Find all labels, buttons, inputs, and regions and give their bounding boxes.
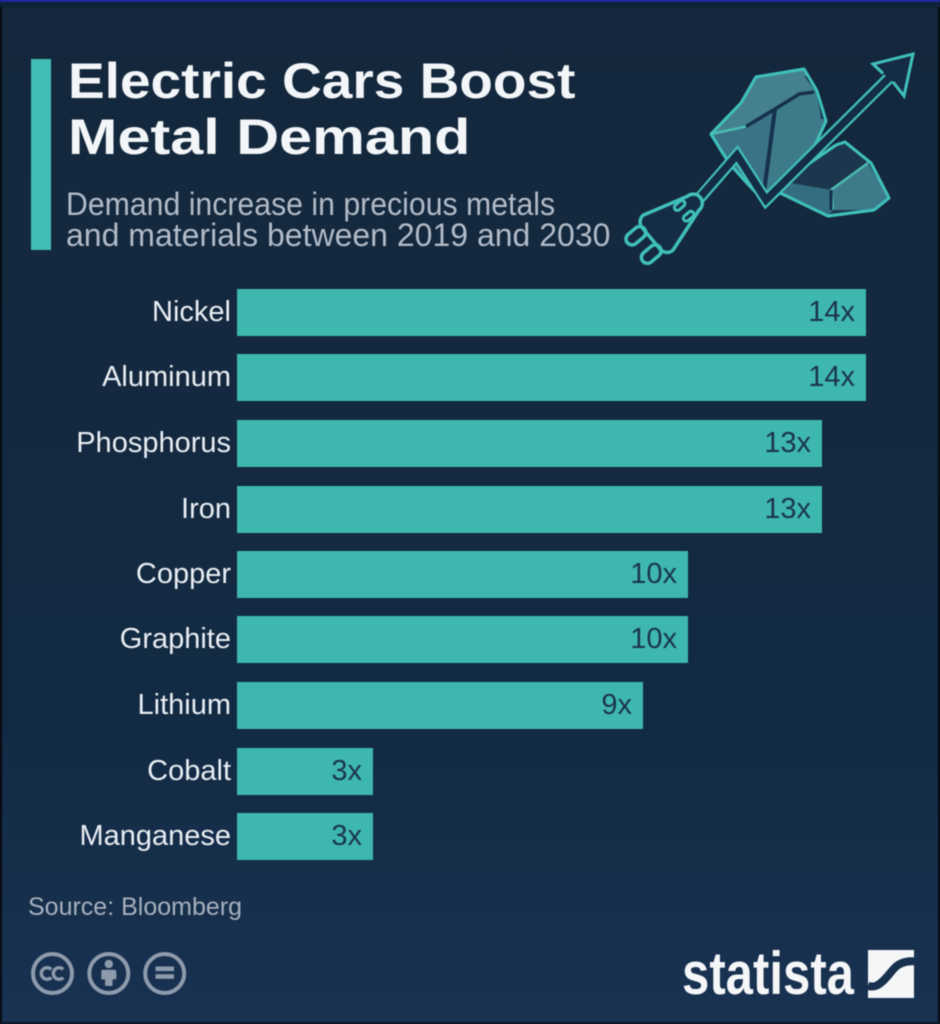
svg-text:statista: statista	[682, 940, 855, 1007]
